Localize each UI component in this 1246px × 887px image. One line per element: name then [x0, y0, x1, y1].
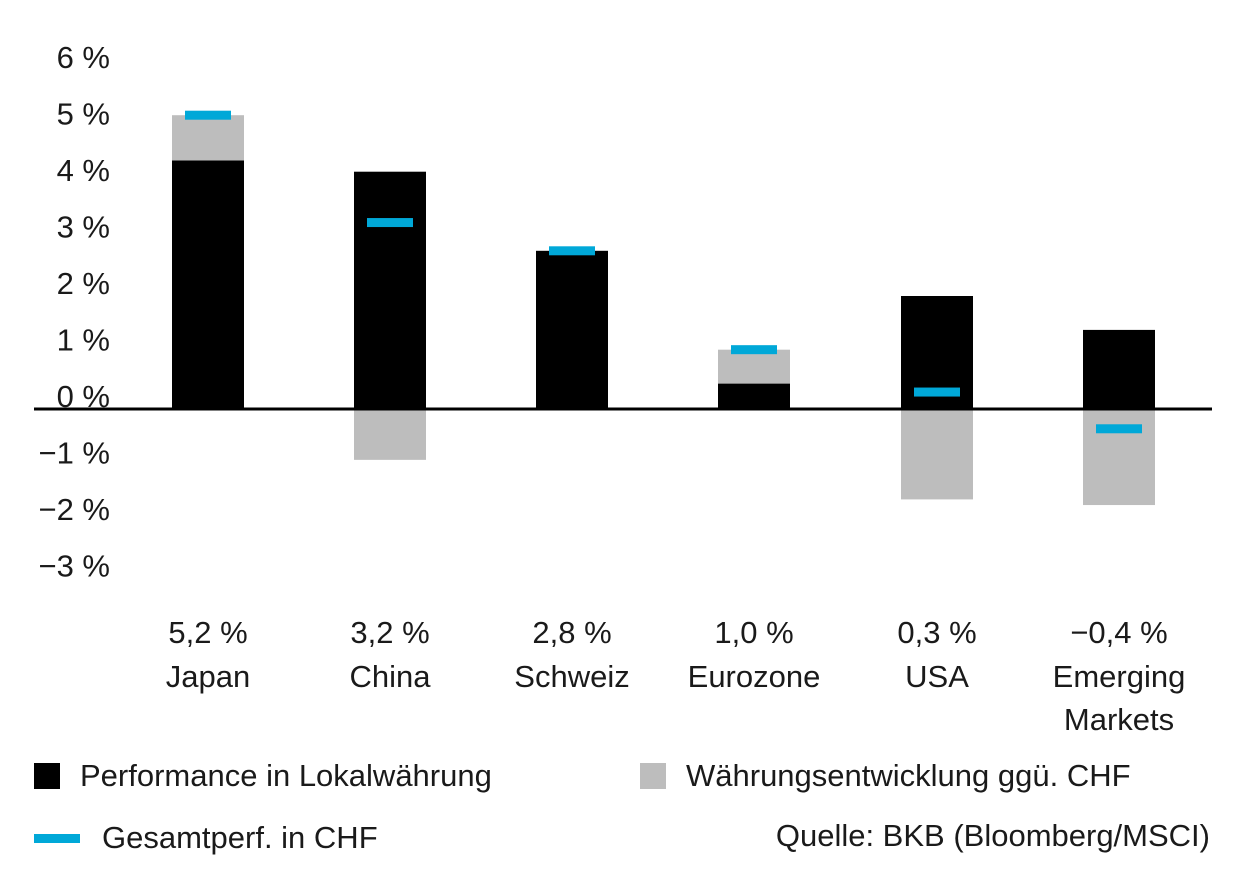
marker-total-0 [185, 110, 231, 120]
bar-local-3 [718, 383, 790, 409]
y-tick-label: 4 % [57, 153, 110, 188]
y-tick-label: 2 % [57, 266, 110, 301]
category-total-label: 3,2 % [350, 615, 429, 650]
category-label: Japan [166, 659, 250, 694]
marker-total-5 [1096, 424, 1142, 434]
category-label: Markets [1064, 702, 1174, 737]
bar-local-5 [1083, 329, 1155, 409]
x-axis-labels: 5,2 % Japan 3,2 % China 2,8 % Schweiz 1,0 % Eur… [166, 615, 1186, 737]
bar-currency-3 [718, 349, 790, 384]
bar-local-1 [354, 171, 426, 409]
category-label: China [350, 659, 432, 694]
bar-local-2 [536, 250, 608, 409]
y-tick-label: 1 % [57, 323, 110, 358]
y-tick-label: −1 % [38, 436, 110, 471]
bar-currency-0 [172, 115, 244, 161]
category-total-label: 0,3 % [897, 615, 976, 650]
marker-total-2 [549, 246, 595, 256]
category-total-label: 1,0 % [714, 615, 793, 650]
category-total-label: 2,8 % [532, 615, 611, 650]
y-axis-ticks: 6 %5 %4 %3 %2 %1 %0 %−1 %−2 %−3 % [38, 40, 110, 584]
category-label: Emerging [1053, 659, 1186, 694]
y-tick-label: 3 % [57, 210, 110, 245]
y-tick-label: −3 % [38, 549, 110, 584]
bars [172, 115, 1155, 506]
category-label: Schweiz [514, 659, 629, 694]
marker-total-4 [914, 387, 960, 397]
bar-currency-1 [354, 409, 426, 460]
bar-local-0 [172, 160, 244, 409]
y-tick-label: 6 % [57, 40, 110, 75]
marker-total-1 [367, 218, 413, 228]
bar-currency-5 [1083, 409, 1155, 506]
category-label: Eurozone [688, 659, 821, 694]
category-total-label: 5,2 % [168, 615, 247, 650]
y-tick-label: −2 % [38, 492, 110, 527]
category-total-label: −0,4 % [1070, 615, 1167, 650]
marker-total-3 [731, 345, 777, 355]
bar-currency-4 [901, 409, 973, 500]
total-markers [185, 110, 1142, 434]
category-label: USA [905, 659, 969, 694]
y-tick-label: 5 % [57, 97, 110, 132]
